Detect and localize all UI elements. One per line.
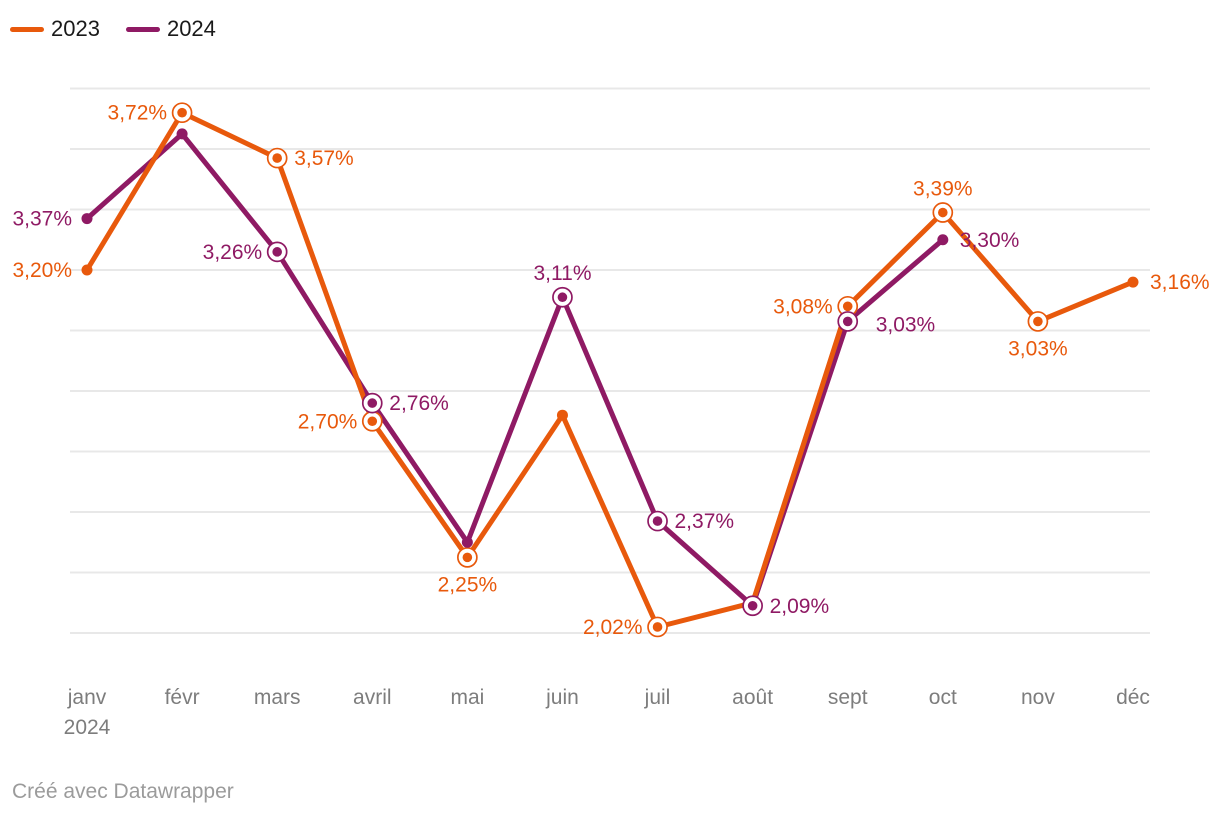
- value-label-2023-sept: 3,08%: [773, 295, 833, 318]
- x-tick-mai: mai: [450, 686, 484, 709]
- data-point-2023-juil: [652, 622, 663, 632]
- value-label-2024-mars: 3,26%: [203, 241, 263, 264]
- x-axis-year-label: 2024: [64, 716, 111, 739]
- data-point-2023-janv: [81, 264, 93, 276]
- legend-swatch-2024: [125, 26, 160, 32]
- series-line-2024: [84, 131, 946, 609]
- legend-item-2024: 2024: [125, 16, 216, 42]
- x-tick-févr: févr: [165, 686, 200, 709]
- data-point-2024-janv: [81, 213, 93, 225]
- data-point-2024-juin: [557, 292, 568, 303]
- value-label-2024-juin: 3,11%: [534, 262, 592, 285]
- value-label-2024-juil: 2,37%: [675, 510, 735, 533]
- value-label-2023-avril: 2,70%: [298, 410, 358, 433]
- x-tick-nov: nov: [1021, 686, 1055, 709]
- value-label-2023-oct: 3,39%: [913, 178, 973, 201]
- data-point-2023-oct: [938, 207, 948, 218]
- series-line-2023: [84, 110, 1136, 630]
- data-point-2024-oct: [937, 234, 949, 246]
- data-point-2024-août: [747, 600, 758, 611]
- value-label-2023-mai: 2,25%: [438, 573, 498, 596]
- value-label-2023-févr: 3,72%: [108, 102, 168, 125]
- value-label-2023-janv: 3,20%: [12, 259, 72, 282]
- value-label-2023-mars: 3,57%: [294, 147, 354, 170]
- data-point-2023-nov: [1033, 316, 1043, 327]
- x-tick-janv: janv: [67, 686, 107, 709]
- x-tick-sept: sept: [828, 686, 868, 709]
- data-point-2023-juin: [556, 409, 568, 421]
- x-tick-mars: mars: [254, 686, 301, 709]
- x-tick-août: août: [732, 686, 773, 709]
- x-tick-juil: juil: [644, 686, 671, 709]
- data-point-2023-mars: [272, 153, 282, 163]
- x-tick-avril: avril: [353, 686, 392, 709]
- legend-swatch-2023: [10, 26, 44, 32]
- data-point-2024-mai: [461, 536, 473, 548]
- value-label-2024-sept: 3,03%: [876, 313, 936, 336]
- data-point-2024-févr: [176, 128, 188, 140]
- value-label-2024-janv: 3,37%: [12, 208, 72, 231]
- data-point-2024-mars: [272, 247, 282, 257]
- value-label-2024-avril: 2,76%: [389, 392, 449, 415]
- x-tick-oct: oct: [929, 686, 957, 709]
- data-point-2024-avril: [367, 398, 378, 408]
- data-point-2024-juil: [652, 516, 663, 526]
- x-tick-juin: juin: [545, 686, 579, 709]
- data-point-2023-sept: [842, 301, 853, 312]
- legend-item-2023: 2023: [10, 16, 100, 42]
- data-point-2023-févr: [177, 107, 187, 118]
- data-point-2024-sept: [842, 316, 853, 327]
- value-label-2023-juil: 2,02%: [583, 616, 643, 639]
- data-point-2023-mai: [462, 552, 473, 563]
- value-label-2023-nov: 3,03%: [1008, 337, 1068, 360]
- datawrapper-attribution[interactable]: Créé avec Datawrapper: [12, 780, 234, 803]
- legend-label-2023: 2023: [51, 16, 100, 41]
- data-point-2023-déc: [1127, 276, 1139, 288]
- value-label-2024-août: 2,09%: [770, 595, 830, 618]
- legend-label-2024: 2024: [166, 16, 216, 41]
- value-label-2024-oct: 3,30%: [960, 229, 1020, 252]
- value-label-2023-déc: 3,16%: [1150, 271, 1210, 294]
- data-point-2023-avril: [367, 416, 378, 427]
- x-tick-déc: déc: [1116, 686, 1150, 709]
- legend: 2023 2024: [10, 16, 216, 42]
